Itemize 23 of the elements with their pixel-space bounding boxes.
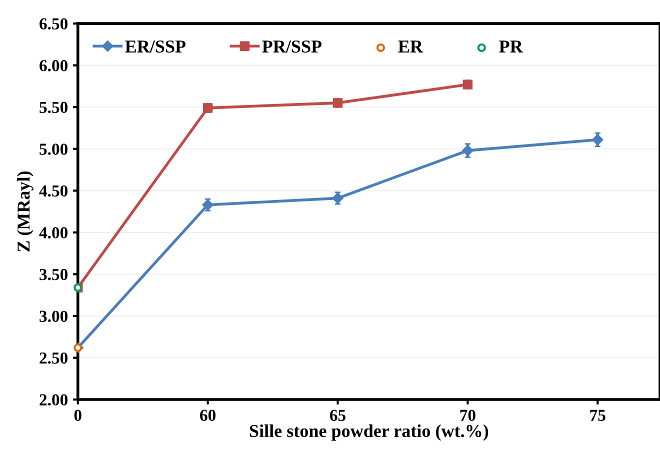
legend-label: PR [499,40,524,52]
x-axis-title: Sille stone powder ratio (wt.%) [250,424,488,441]
point [74,343,82,352]
y-tick-label: 2.50 [40,352,68,364]
y-tick-label: 4.00 [39,227,68,238]
y-axis-title: Z (MRayl) [17,171,34,252]
y-tick-label: 6.50 [40,18,68,30]
x-tick-label: 60 [200,410,216,421]
y-tick-label: 5.00 [40,144,68,155]
y-tick-label: 4.50 [39,185,68,197]
y-tick-label: 2.00 [40,394,68,406]
y-tick-label: 5.50 [40,102,68,114]
y-tick-label: 6.00 [40,60,68,72]
x-tick-label: 70 [460,410,476,421]
point [74,283,82,292]
x-tick-label: 65 [330,410,346,421]
legend-label: ER/SSP [125,40,186,53]
legend-label: PR/SSP [262,40,322,53]
legend-label: ER [398,40,424,52]
x-tick-label: 0 [74,410,82,421]
x-tick-label: 75 [590,410,606,421]
y-tick-label: 3.50 [40,268,68,280]
y-tick-label: 3.00 [40,310,68,322]
